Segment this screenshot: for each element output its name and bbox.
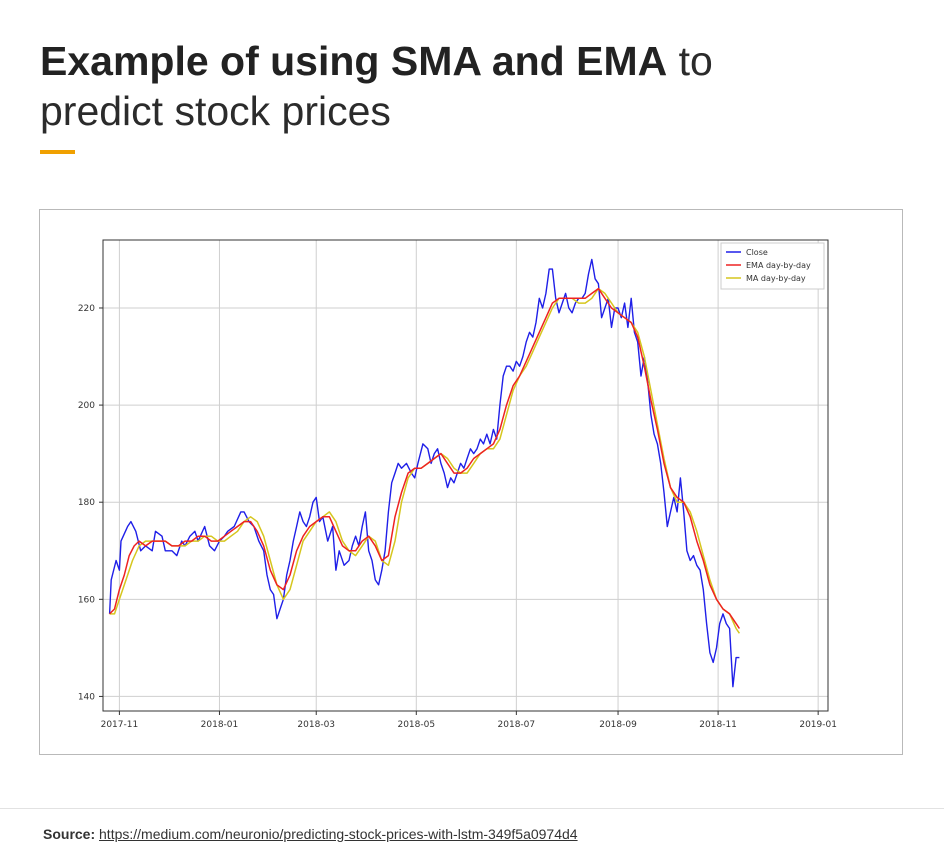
stock-price-chart: 2017-11 2018-01 2018-03 2018-05 2018-07 2018-…	[78, 239, 837, 730]
legend-label: Close	[746, 248, 768, 257]
ema-series-line	[109, 287, 741, 629]
title-rest-1: to	[678, 38, 713, 84]
x-tick-label: 2017-11	[101, 720, 139, 730]
footer-divider	[0, 808, 944, 809]
title-rest-2: predict stock prices	[40, 88, 391, 134]
title-accent-bar	[40, 150, 75, 154]
x-tick-label: 2018-09	[599, 720, 637, 730]
source-link[interactable]: https://medium.com/neuronio/predicting-s…	[99, 826, 578, 842]
y-tick-label: 140	[78, 692, 95, 702]
legend-label: EMA day-by-day	[746, 261, 811, 270]
y-tick-label: 180	[78, 498, 95, 508]
x-tick-label: 2018-03	[297, 720, 335, 730]
legend-label: MA day-by-day	[746, 274, 806, 283]
source-line: Source: https://medium.com/neuronio/pred…	[43, 826, 578, 842]
x-tick-label: 2018-05	[397, 720, 435, 730]
chart-frame	[39, 209, 903, 755]
ma-series-line	[109, 287, 741, 634]
x-tick-label: 2018-01	[201, 720, 239, 730]
page-title: Example of using SMA and EMA to predict …	[40, 36, 920, 136]
y-tick-label: 220	[78, 304, 95, 314]
x-tick-label: 2018-11	[699, 720, 737, 730]
title-bold: Example of using SMA and EMA	[40, 38, 668, 84]
plot-area-border	[102, 239, 829, 712]
x-tick-label: 2018-07	[498, 720, 536, 730]
close-series-line	[108, 258, 740, 688]
source-label: Source:	[43, 826, 96, 842]
y-tick-label: 200	[78, 401, 95, 411]
x-tick-label: 2019-01	[799, 720, 837, 730]
legend-box	[720, 242, 825, 290]
y-tick-label: 160	[78, 595, 95, 605]
